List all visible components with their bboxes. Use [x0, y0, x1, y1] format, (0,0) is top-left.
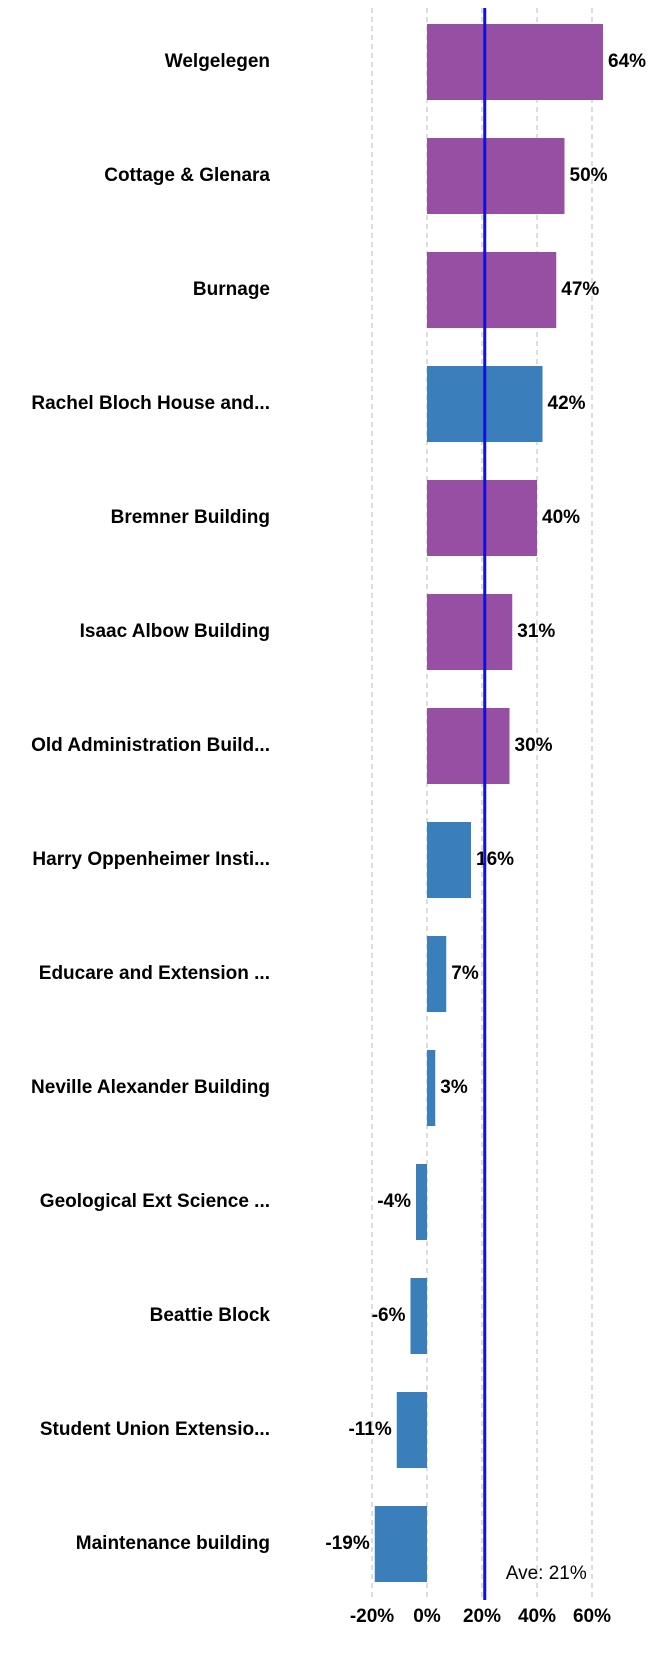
value-label: 7%	[451, 963, 479, 984]
value-label: -11%	[348, 1419, 391, 1440]
category-label: Bremner Building	[111, 507, 270, 528]
value-label: 3%	[440, 1077, 468, 1098]
category-label: Burnage	[193, 279, 270, 300]
value-label: -6%	[372, 1305, 406, 1326]
x-tick-label: -20%	[350, 1606, 394, 1627]
category-label: Educare and Extension ...	[39, 963, 270, 984]
x-tick-label: 60%	[573, 1606, 611, 1627]
category-label: Harry Oppenheimer Insti...	[32, 849, 270, 870]
value-label: -19%	[325, 1533, 369, 1554]
bar	[374, 1506, 427, 1582]
bar	[427, 480, 537, 556]
bar	[427, 138, 565, 214]
value-label: 16%	[476, 849, 514, 870]
category-label: Neville Alexander Building	[31, 1077, 270, 1098]
category-label: Geological Ext Science ...	[40, 1191, 270, 1212]
bar	[427, 24, 603, 100]
category-label: Isaac Albow Building	[80, 621, 270, 642]
value-label: 64%	[608, 51, 646, 72]
bar	[427, 822, 471, 898]
bar	[427, 594, 513, 670]
bar	[427, 708, 510, 784]
value-label: 47%	[561, 279, 599, 300]
x-tick-label: 40%	[518, 1606, 556, 1627]
bar	[427, 1050, 436, 1126]
category-label: Maintenance building	[76, 1533, 270, 1554]
bar	[396, 1392, 427, 1468]
bar	[427, 252, 557, 328]
value-label: 31%	[517, 621, 555, 642]
x-tick-label: 20%	[463, 1606, 501, 1627]
value-label: 42%	[548, 393, 586, 414]
category-label: Welgelegen	[165, 51, 270, 72]
category-label: Student Union Extensio...	[40, 1419, 270, 1440]
value-label: 40%	[542, 507, 580, 528]
bar	[410, 1278, 427, 1354]
category-label: Old Administration Build...	[31, 735, 270, 756]
bar	[427, 936, 447, 1012]
value-label: 50%	[570, 165, 608, 186]
category-label: Cottage & Glenara	[104, 165, 270, 186]
value-label: -4%	[377, 1191, 411, 1212]
category-label: Beattie Block	[150, 1305, 271, 1326]
value-label: 30%	[515, 735, 553, 756]
average-label: Ave: 21%	[506, 1563, 587, 1584]
category-label: Rachel Bloch House and...	[31, 393, 270, 414]
x-tick-label: 0%	[413, 1606, 441, 1627]
bar	[416, 1164, 427, 1240]
